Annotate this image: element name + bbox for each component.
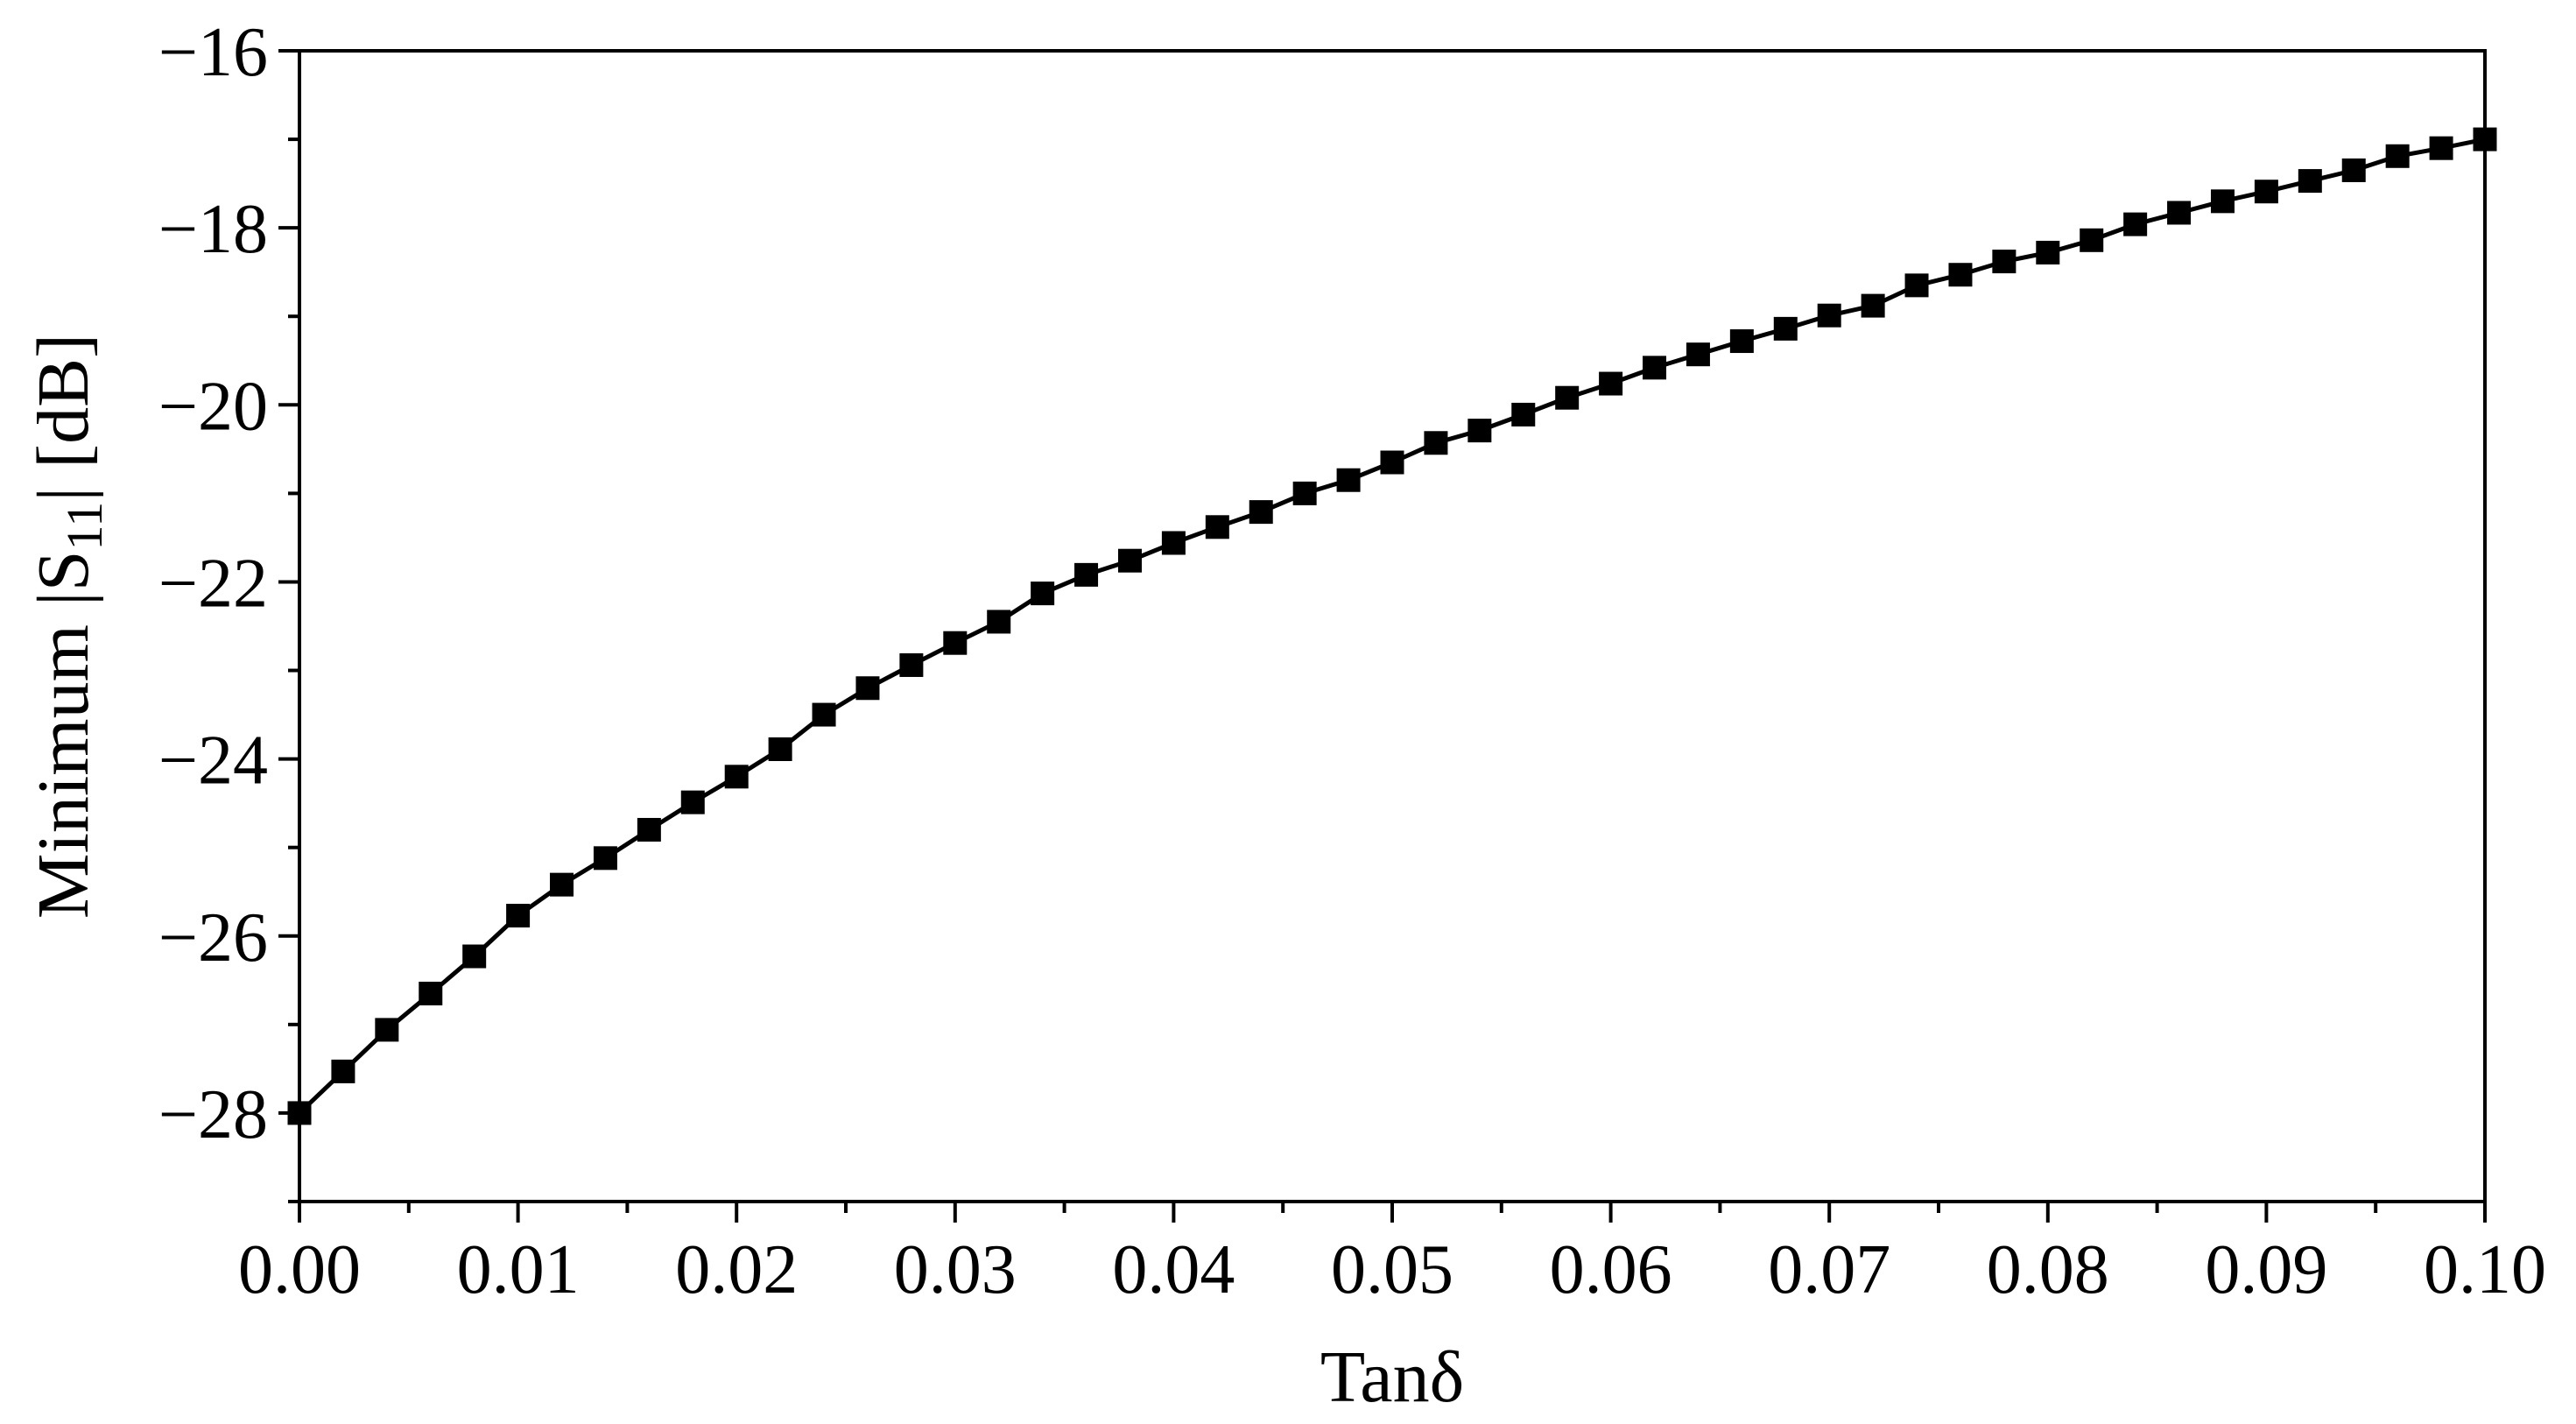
data-point-marker (2254, 180, 2278, 204)
data-point-marker (2429, 136, 2453, 160)
data-point-marker (419, 981, 443, 1005)
x-tick-label: 0.09 (2205, 1231, 2327, 1308)
data-series (287, 127, 2497, 1125)
y-axis-label-prefix: Minimum |S (23, 551, 104, 920)
data-point-marker (1729, 329, 1754, 354)
x-tick-label: 0.10 (2424, 1231, 2546, 1308)
data-point-marker (2341, 158, 2366, 182)
data-point-marker (1904, 273, 1929, 298)
data-point-marker (1992, 250, 2016, 274)
data-point-marker (2298, 169, 2322, 194)
data-point-marker (1686, 342, 1710, 367)
data-point-marker (1861, 293, 1885, 318)
x-tick-label: 0.01 (457, 1231, 580, 1308)
data-point-marker (724, 765, 749, 789)
data-point-marker (1336, 468, 1361, 492)
data-point-marker (855, 676, 880, 701)
y-tick-label: −18 (158, 191, 268, 268)
x-tick-label: 0.00 (238, 1231, 361, 1308)
x-tick-label: 0.07 (1768, 1231, 1890, 1308)
data-point-marker (2123, 212, 2148, 236)
y-axis-label-suffix: | [dB] (23, 334, 104, 502)
data-point-marker (331, 1059, 355, 1083)
y-axis-label-subscript: 11 (56, 502, 113, 551)
y-tick-label: −16 (158, 14, 268, 91)
data-point-marker (2385, 144, 2410, 168)
plot-frame (298, 49, 2487, 1203)
data-point-marker (1424, 431, 1448, 455)
data-point-marker (680, 790, 705, 814)
x-tick-label: 0.08 (1987, 1231, 2109, 1308)
data-point-marker (1380, 450, 1404, 475)
axes: 0.00 0.01 0.02 0.03 0.04 0.05 0.06 0.07 0.08 0.09… (158, 14, 2546, 1308)
x-tick-label: 0.03 (894, 1231, 1017, 1308)
data-point-marker (1643, 356, 1667, 380)
x-tick-label: 0.02 (675, 1231, 798, 1308)
data-point-marker (1511, 402, 1536, 426)
x-axis-label: Tanδ (1320, 1336, 1464, 1418)
data-point-marker (1817, 303, 1841, 328)
x-tick-label: 0.04 (1112, 1231, 1235, 1308)
data-point-marker (637, 817, 661, 842)
data-point-marker (1555, 385, 1580, 410)
data-point-marker (506, 904, 531, 928)
data-point-marker (1467, 419, 1492, 443)
data-point-marker (1773, 316, 1798, 341)
data-point-marker (1292, 481, 1317, 505)
data-point-marker (812, 702, 836, 727)
data-point-marker (1161, 531, 1186, 555)
data-point-marker (2036, 240, 2060, 264)
data-point-marker (2167, 201, 2192, 225)
y-tick-label: −28 (158, 1076, 268, 1153)
y-tick-label: −20 (158, 368, 268, 445)
data-point-marker (2210, 189, 2235, 214)
data-point-marker (1948, 263, 1973, 287)
data-point-marker (1205, 515, 1229, 539)
y-axis-label: Minimum |S11| [dB] (23, 334, 113, 919)
series-line (298, 137, 2486, 1115)
data-point-marker (550, 872, 574, 897)
data-point-marker (1074, 562, 1099, 587)
y-tick-label: −26 (158, 899, 268, 976)
data-point-marker (899, 652, 924, 677)
x-tick-label: 0.05 (1331, 1231, 1453, 1308)
data-point-marker (593, 846, 617, 871)
data-point-marker (462, 944, 487, 969)
x-tick-label: 0.06 (1550, 1231, 1672, 1308)
data-point-marker (987, 610, 1011, 634)
data-point-marker (375, 1018, 399, 1042)
data-point-marker (943, 631, 968, 655)
data-point-marker (1031, 582, 1055, 606)
data-point-marker (1117, 548, 1142, 573)
y-tick-label: −22 (158, 545, 268, 622)
data-point-marker (768, 737, 792, 761)
y-tick-label: −24 (158, 723, 268, 800)
data-point-marker (1599, 371, 1623, 396)
data-point-marker (2080, 228, 2104, 252)
data-point-marker (1249, 500, 1273, 525)
